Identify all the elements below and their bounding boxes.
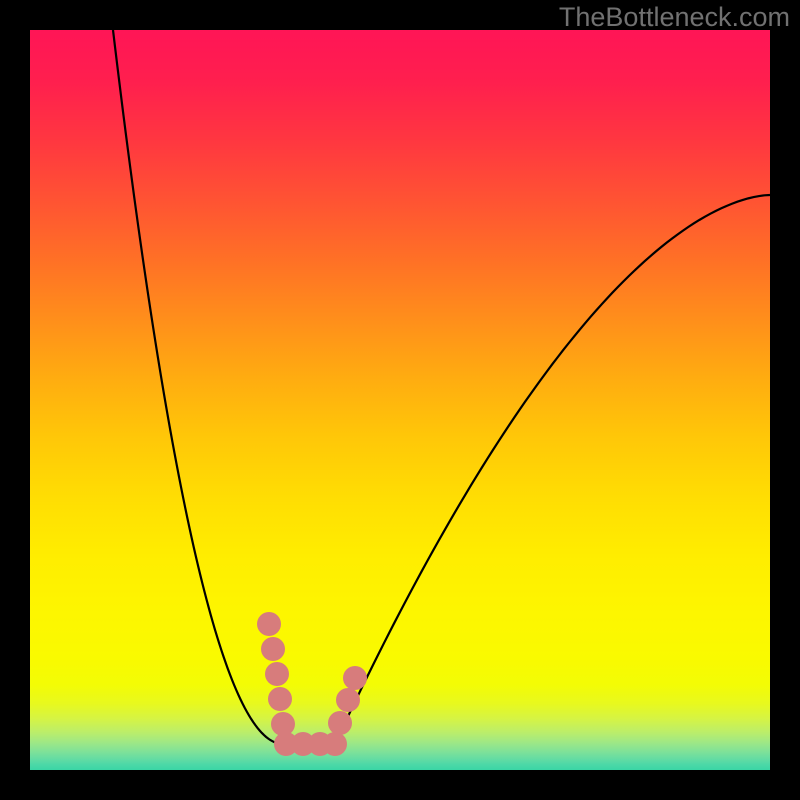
data-marker	[323, 732, 347, 756]
data-marker	[328, 711, 352, 735]
data-marker	[336, 688, 360, 712]
chart-container: TheBottleneck.com	[0, 0, 800, 800]
data-marker	[257, 612, 281, 636]
chart-plot-svg	[0, 0, 800, 800]
data-marker	[261, 637, 285, 661]
data-marker	[343, 666, 367, 690]
data-marker	[265, 662, 289, 686]
watermark-text: TheBottleneck.com	[559, 2, 790, 33]
bottleneck-curve	[113, 30, 770, 744]
marker-group	[257, 612, 367, 756]
data-marker	[268, 687, 292, 711]
